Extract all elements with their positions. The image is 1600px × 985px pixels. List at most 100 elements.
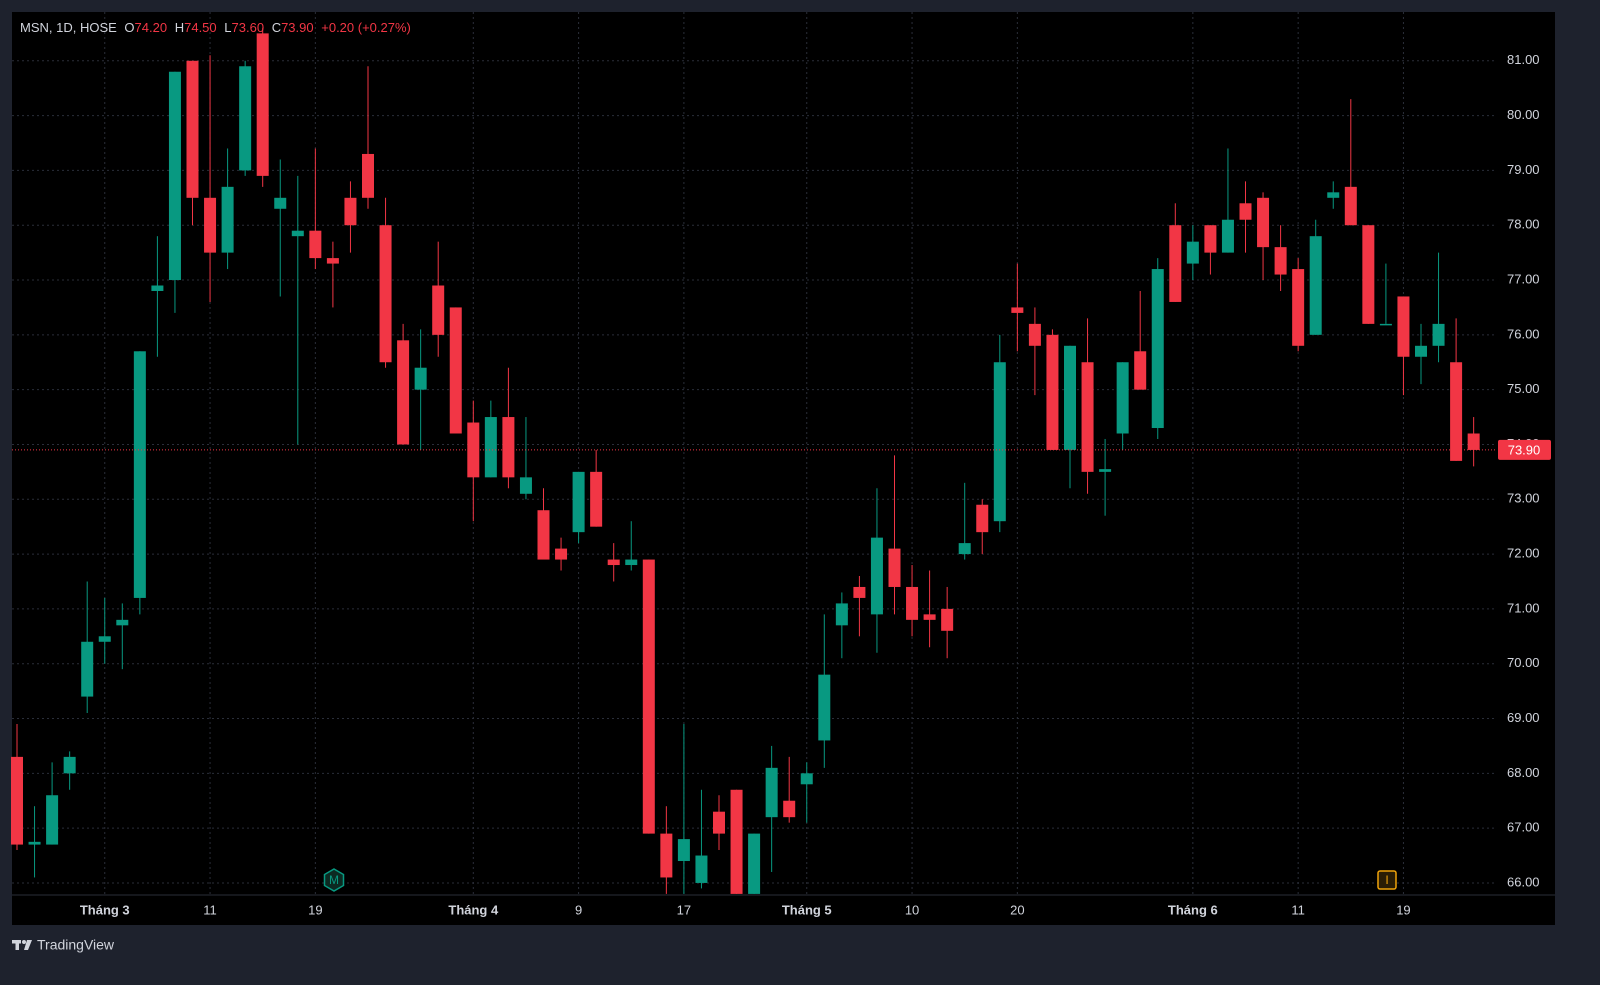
x-tick-label: 11: [1291, 902, 1305, 917]
candle-body: [748, 833, 761, 894]
candle-body: [133, 351, 146, 598]
candles: [11, 27, 1480, 894]
candle-body: [414, 367, 427, 390]
candle-body: [642, 559, 655, 834]
candle-body: [519, 477, 532, 494]
y-tick-label: 67.00: [1507, 820, 1540, 835]
x-tick-label: 20: [1010, 902, 1024, 917]
candle-body: [1028, 323, 1041, 346]
candle-body: [116, 619, 129, 626]
candle-body: [906, 586, 919, 620]
logo-part: [15, 940, 19, 950]
candle-body: [555, 548, 568, 560]
y-tick-label: 73.00: [1507, 491, 1540, 506]
y-tick-label: 79.00: [1507, 162, 1540, 177]
candle-body: [1292, 269, 1305, 346]
candle-body: [888, 548, 901, 587]
y-tick-label: 72.00: [1507, 546, 1540, 561]
candle-body: [976, 504, 989, 533]
candle-body: [783, 800, 796, 818]
candle-body: [98, 636, 111, 642]
candle-body: [1116, 362, 1129, 434]
candle-body: [572, 471, 585, 533]
candle-body: [1011, 307, 1024, 313]
candle-body: [151, 285, 164, 291]
y-tick-label: 76.00: [1507, 326, 1540, 341]
candle-body: [239, 66, 252, 171]
y-tick-label: 77.00: [1507, 271, 1540, 286]
close-value: 73.90: [281, 20, 314, 35]
candle-body: [397, 340, 410, 445]
last-price-label: 73.90: [1508, 442, 1541, 457]
y-tick-label: 69.00: [1507, 710, 1540, 725]
candle-body: [853, 586, 866, 598]
legend-header: MSN, 1D, HOSE O74.20 H74.50 L73.60 C73.9…: [20, 20, 411, 35]
y-tick-label: 68.00: [1507, 765, 1540, 780]
candle-body: [81, 641, 94, 697]
candle-body: [1362, 225, 1375, 324]
candle-body: [344, 197, 357, 226]
candle-body: [590, 471, 603, 527]
candle-body: [1415, 345, 1427, 357]
candle-body: [835, 603, 848, 626]
x-tick-label: 9: [575, 902, 582, 917]
candle-body: [11, 756, 23, 845]
x-tick-label: 19: [1396, 902, 1410, 917]
candle-body: [1186, 241, 1199, 264]
candle-body: [63, 756, 76, 774]
brand-name: TradingView: [37, 937, 115, 953]
candle-body: [502, 417, 515, 478]
candle-body: [291, 230, 304, 237]
candle-body: [256, 33, 269, 176]
low-value: 73.60: [232, 20, 265, 35]
candle-body: [1309, 236, 1322, 335]
candle-body: [379, 225, 392, 363]
candle-body: [1099, 469, 1112, 472]
event-marker-shape: [1377, 870, 1397, 890]
candle-body: [800, 773, 813, 785]
low-label: L: [224, 20, 231, 35]
close-label: C: [272, 20, 281, 35]
candle-body: [1169, 225, 1182, 302]
candle-body: [1239, 203, 1252, 220]
y-tick-label: 71.00: [1507, 600, 1540, 615]
x-tick-label: Tháng 3: [80, 902, 130, 917]
candle-body: [713, 811, 725, 834]
x-tick-label: 17: [677, 902, 691, 917]
candle-body: [1221, 219, 1234, 253]
candle-body: [730, 789, 743, 894]
candle-body: [204, 197, 217, 253]
candle-body: [870, 537, 883, 615]
candle-body: [28, 841, 41, 845]
open-label: O: [124, 20, 134, 35]
candle-body: [625, 559, 638, 566]
candle-body: [1397, 296, 1410, 357]
candle-body: [449, 307, 462, 434]
logo-part: [24, 940, 32, 950]
symbol: MSN, 1D, HOSE: [20, 20, 117, 35]
candle-body: [818, 674, 831, 741]
candle-body: [46, 795, 59, 845]
candle-body: [1274, 247, 1287, 275]
candle-body: [958, 543, 971, 555]
candle-body: [484, 417, 497, 478]
event-marker-label: M: [329, 873, 339, 887]
x-tick-label: 10: [905, 902, 919, 917]
candle-body: [695, 855, 708, 883]
grid: [12, 12, 1497, 895]
candle-body: [923, 614, 936, 620]
candle-body: [537, 510, 550, 560]
candle-body: [1257, 197, 1270, 248]
y-tick-label: 66.00: [1507, 874, 1540, 889]
candle-body: [677, 839, 690, 862]
candle-body: [309, 230, 322, 259]
candle-body: [1204, 225, 1217, 253]
candle-body: [1450, 362, 1463, 461]
brand-logo: [12, 940, 32, 950]
candle-body: [221, 186, 234, 253]
high-label: H: [175, 20, 184, 35]
candle-body: [1432, 323, 1445, 346]
high-value: 74.50: [184, 20, 217, 35]
y-tick-label: 70.00: [1507, 655, 1540, 670]
